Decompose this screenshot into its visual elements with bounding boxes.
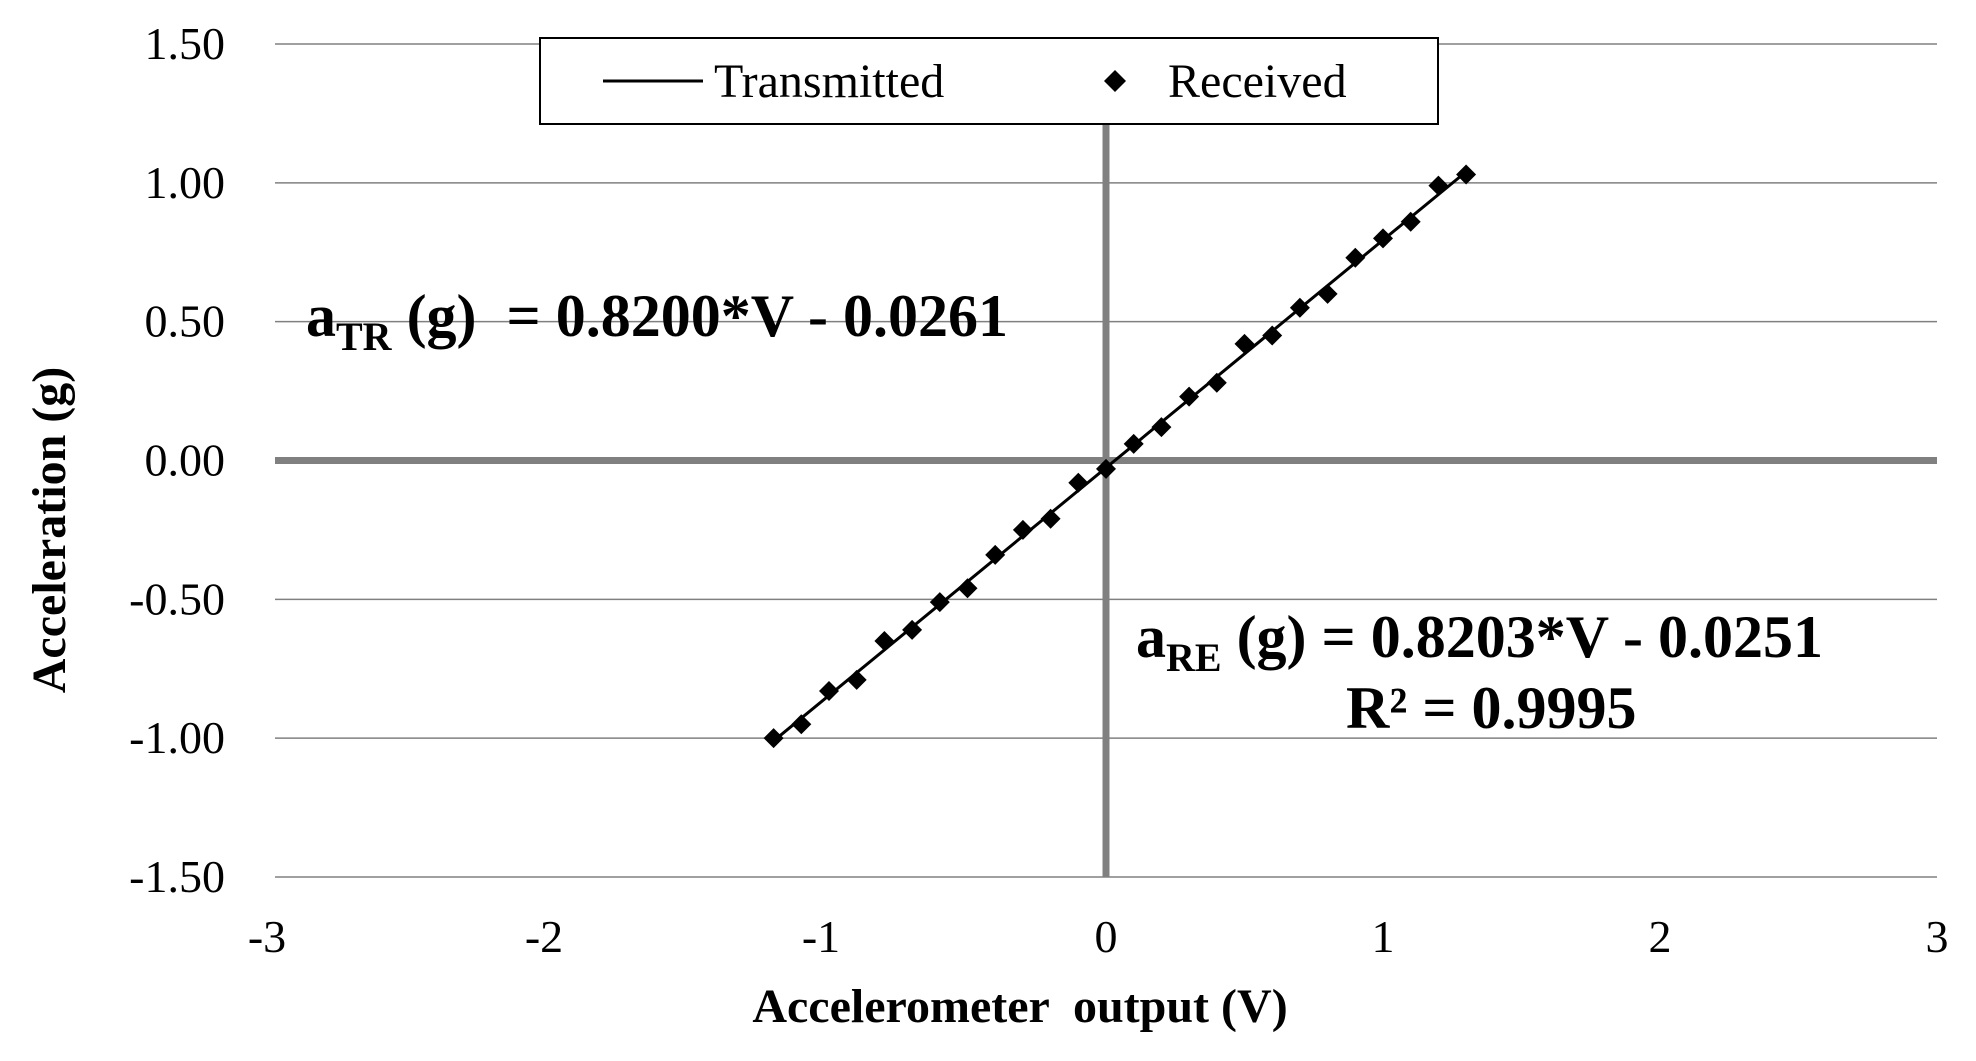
data-point-received <box>1400 211 1421 232</box>
zero-axes <box>275 124 1937 877</box>
y-tick-label: -1.50 <box>129 851 225 902</box>
x-tick-label: 1 <box>1372 911 1395 962</box>
y-tick-label: 1.50 <box>145 18 226 69</box>
y-tick-label: -1.00 <box>129 712 225 763</box>
legend-label-received: Received <box>1168 55 1347 108</box>
x-axis-title: Accelerometer output (V) <box>752 980 1287 1033</box>
x-tick-label: -1 <box>802 911 840 962</box>
data-point-received <box>1456 164 1477 185</box>
legend-label-transmitted: Transmitted <box>714 55 944 108</box>
data-point-received <box>791 714 812 735</box>
data-point-received <box>957 578 978 599</box>
data-point-received <box>1040 508 1061 529</box>
data-point-received <box>1206 372 1227 393</box>
data-point-received <box>1179 386 1200 407</box>
x-tick-label: 0 <box>1095 911 1118 962</box>
data-point-received <box>1428 175 1449 196</box>
y-tick-label: 0.00 <box>145 435 226 486</box>
data-point-received <box>1123 433 1144 454</box>
data-point-received <box>1262 325 1283 346</box>
x-tick-label: -2 <box>525 911 563 962</box>
data-point-received <box>1289 297 1310 318</box>
x-tick-labels: -3 -2 -1 0 1 2 3 <box>248 911 1949 962</box>
x-tick-label: 3 <box>1926 911 1949 962</box>
y-tick-label: 1.00 <box>145 157 226 208</box>
data-point-received <box>1345 247 1366 268</box>
data-point-received <box>819 680 839 701</box>
x-tick-label: -3 <box>248 911 286 962</box>
data-point-received <box>1096 458 1116 479</box>
x-tick-label: 2 <box>1649 911 1672 962</box>
data-point-received <box>985 544 1006 565</box>
data-point-received <box>929 592 950 613</box>
data-point-received <box>1151 417 1172 438</box>
data-point-received <box>1234 333 1255 354</box>
data-point-received <box>763 728 784 749</box>
data-point-received <box>846 669 867 690</box>
r-squared-label: R² = 0.9995 <box>1346 675 1637 741</box>
data-point-received <box>874 630 895 651</box>
received-series <box>763 164 1477 749</box>
y-tick-labels: 1.50 1.00 0.50 0.00 -0.50 -1.00 -1.50 <box>129 18 225 902</box>
y-axis-title: Acceleration (g) <box>23 367 76 694</box>
y-tick-label: -0.50 <box>129 573 225 624</box>
transmitted-equation: aTR (g) = 0.8200*V - 0.0261 <box>286 283 1020 359</box>
data-point-received <box>1012 519 1033 540</box>
legend-diamond-swatch <box>1104 70 1126 92</box>
data-point-received <box>1317 283 1338 304</box>
data-point-received <box>902 619 923 640</box>
y-tick-label: 0.50 <box>145 296 226 347</box>
legend: Transmitted Received <box>539 37 1439 125</box>
data-point-received <box>1068 472 1089 493</box>
data-point-received <box>1373 228 1393 249</box>
received-equation: aRE (g) = 0.8203*V - 0.0251 <box>1116 604 1835 680</box>
